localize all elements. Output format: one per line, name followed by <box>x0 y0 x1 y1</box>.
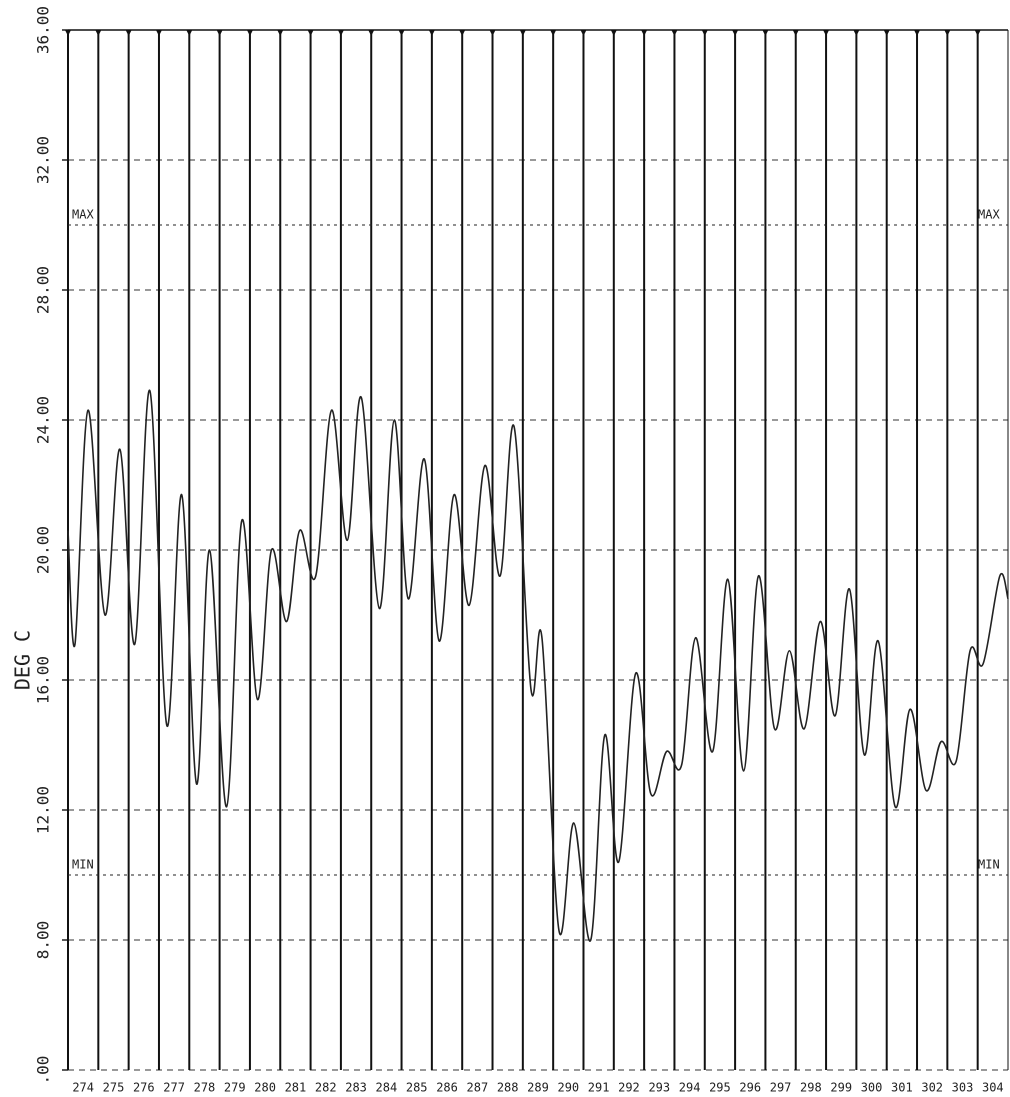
y-tick-label: 8.00 <box>34 921 53 960</box>
x-tick-label: 304 <box>982 1081 1004 1095</box>
top-tick <box>580 30 587 36</box>
x-tick-label: 275 <box>103 1081 125 1095</box>
y-tick-label: 16.00 <box>34 656 53 704</box>
top-tick <box>519 30 526 36</box>
x-tick-label: 303 <box>952 1081 974 1095</box>
y-tick-label: 20.00 <box>34 526 53 574</box>
y-tick-label: 32.00 <box>34 136 53 184</box>
top-tick <box>307 30 314 36</box>
reference-label: MAX <box>72 208 94 222</box>
top-tick <box>762 30 769 36</box>
top-tick <box>732 30 739 36</box>
top-tick <box>914 30 921 36</box>
x-tick-label: 293 <box>648 1081 670 1095</box>
temperature-line <box>67 389 1009 942</box>
top-tick <box>398 30 405 36</box>
x-tick-label: 296 <box>739 1081 761 1095</box>
y-tick-label: 24.00 <box>34 396 53 444</box>
y-tick-label: 28.00 <box>34 266 53 314</box>
x-tick-label: 284 <box>376 1081 398 1095</box>
top-tick <box>883 30 890 36</box>
reference-label: MAX <box>978 208 1000 222</box>
top-tick <box>246 30 253 36</box>
top-tick <box>368 30 375 36</box>
x-tick-label: 294 <box>679 1081 701 1095</box>
top-tick <box>792 30 799 36</box>
top-tick <box>428 30 435 36</box>
x-tick-label: 298 <box>800 1081 822 1095</box>
x-tick-label: 287 <box>467 1081 489 1095</box>
x-tick-label: 281 <box>285 1081 307 1095</box>
x-tick-label: 274 <box>72 1081 94 1095</box>
top-tick <box>489 30 496 36</box>
top-tick <box>459 30 466 36</box>
x-tick-label: 282 <box>315 1081 337 1095</box>
top-tick <box>823 30 830 36</box>
x-tick-label: 288 <box>497 1081 519 1095</box>
top-tick <box>974 30 981 36</box>
top-tick <box>277 30 284 36</box>
x-tick-label: 283 <box>345 1081 367 1095</box>
top-tick <box>65 30 71 36</box>
top-tick <box>216 30 223 36</box>
y-tick-label: 36.00 <box>34 6 53 54</box>
x-tick-label: 280 <box>254 1081 276 1095</box>
x-tick-label: 290 <box>557 1081 579 1095</box>
top-tick <box>610 30 617 36</box>
x-tick-label: 297 <box>770 1081 792 1095</box>
x-tick-label: 277 <box>163 1081 185 1095</box>
y-axis-label: DEG C <box>11 630 35 690</box>
x-tick-label: 302 <box>921 1081 943 1095</box>
x-tick-label: 278 <box>194 1081 216 1095</box>
x-tick-label: 289 <box>527 1081 549 1095</box>
x-tick-label: 301 <box>891 1081 913 1095</box>
top-tick <box>125 30 132 36</box>
top-tick <box>641 30 648 36</box>
top-tick <box>155 30 162 36</box>
x-tick-label: 276 <box>133 1081 155 1095</box>
x-tick-label: 291 <box>588 1081 610 1095</box>
y-tick-label: 12.00 <box>34 786 53 834</box>
x-tick-label: 300 <box>861 1081 883 1095</box>
top-tick <box>701 30 708 36</box>
top-tick <box>671 30 678 36</box>
x-tick-label: 299 <box>830 1081 852 1095</box>
top-tick <box>944 30 951 36</box>
x-tick-label: 285 <box>406 1081 428 1095</box>
top-tick <box>337 30 344 36</box>
x-tick-label: 286 <box>436 1081 458 1095</box>
top-tick <box>95 30 102 36</box>
x-tick-label: 295 <box>709 1081 731 1095</box>
y-tick-label: .00 <box>34 1056 53 1085</box>
x-tick-label: 279 <box>224 1081 246 1095</box>
top-tick <box>853 30 860 36</box>
top-tick <box>186 30 193 36</box>
reference-label: MIN <box>978 858 1000 872</box>
reference-label: MIN <box>72 858 94 872</box>
x-tick-label: 292 <box>618 1081 640 1095</box>
top-tick <box>550 30 557 36</box>
